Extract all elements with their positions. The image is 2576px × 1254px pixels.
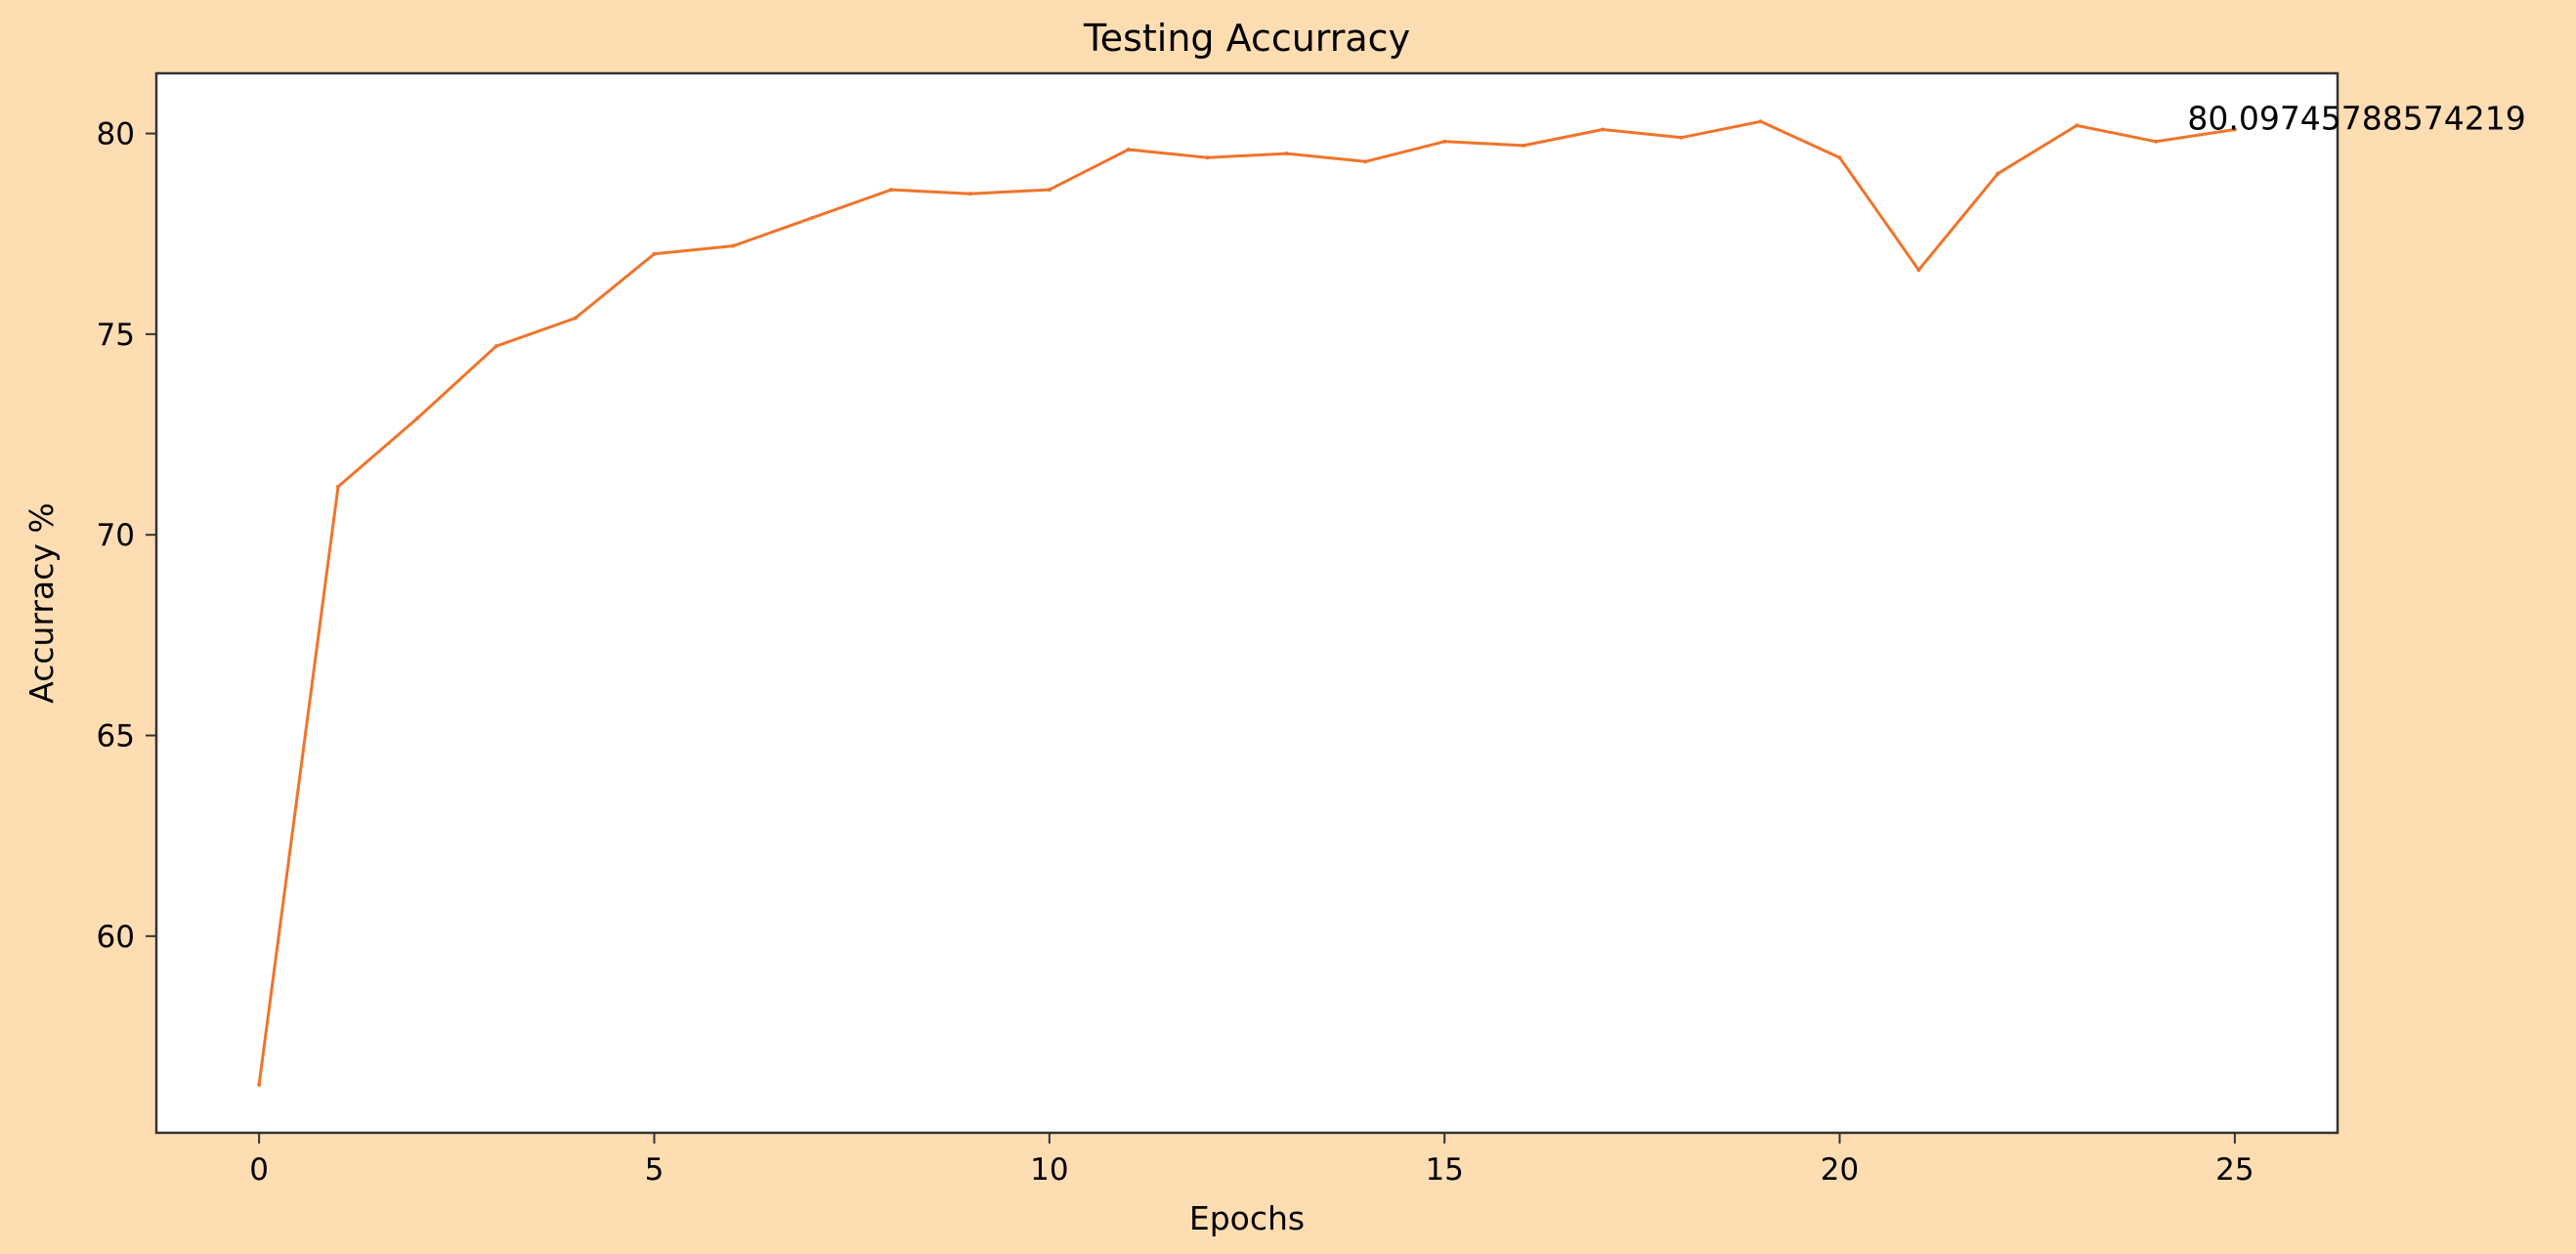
data-point: [1996, 171, 2000, 176]
data-point: [1600, 127, 1605, 132]
data-point: [731, 243, 736, 248]
data-point: [1126, 148, 1131, 152]
data-point: [1837, 155, 1842, 160]
data-point: [1047, 188, 1052, 193]
data-point: [494, 344, 498, 349]
y-tick-label: 60: [97, 920, 135, 955]
data-point: [1205, 155, 1210, 160]
data-point: [1363, 159, 1368, 164]
data-point: [1442, 139, 1447, 144]
data-point: [1679, 135, 1684, 140]
data-point: [1284, 151, 1289, 156]
final-value-annotation: 80.09745788574219: [2187, 99, 2525, 137]
y-tick-label: 65: [97, 719, 135, 755]
plot-area: [154, 71, 2340, 1135]
data-point: [573, 316, 578, 321]
data-point: [967, 192, 972, 196]
y-tick-label: 75: [97, 318, 135, 353]
chart-title: Testing Accurracy: [1083, 17, 1410, 60]
data-point: [336, 484, 340, 489]
x-tick-label: 20: [1821, 1152, 1859, 1188]
data-point: [414, 416, 419, 421]
y-tick-label: 80: [97, 117, 135, 152]
series-line: [257, 119, 2236, 1085]
y-tick-label: 70: [97, 518, 135, 553]
x-tick-label: 0: [249, 1152, 269, 1188]
x-tick-label: 25: [2215, 1152, 2254, 1188]
data-point: [652, 251, 657, 256]
data-point: [810, 215, 815, 220]
data-point: [1522, 143, 1526, 148]
y-axis-label: Accurracy %: [22, 502, 61, 704]
x-tick-label: 5: [645, 1152, 665, 1188]
data-points: [257, 119, 2237, 1087]
data-point: [2075, 123, 2080, 128]
data-point: [1916, 268, 1921, 273]
data-point: [2232, 127, 2237, 132]
data-point: [1758, 119, 1763, 124]
data-point: [2154, 139, 2158, 144]
x-tick-label: 15: [1425, 1152, 1463, 1188]
y-axis: 60 65 70 75 80: [97, 117, 156, 955]
data-point: [257, 1082, 262, 1087]
x-axis: 0 5 10 15 20 25: [249, 1133, 2254, 1188]
x-axis-label: Epochs: [1189, 1199, 1305, 1237]
x-tick-label: 10: [1030, 1152, 1068, 1188]
data-point: [889, 188, 894, 193]
